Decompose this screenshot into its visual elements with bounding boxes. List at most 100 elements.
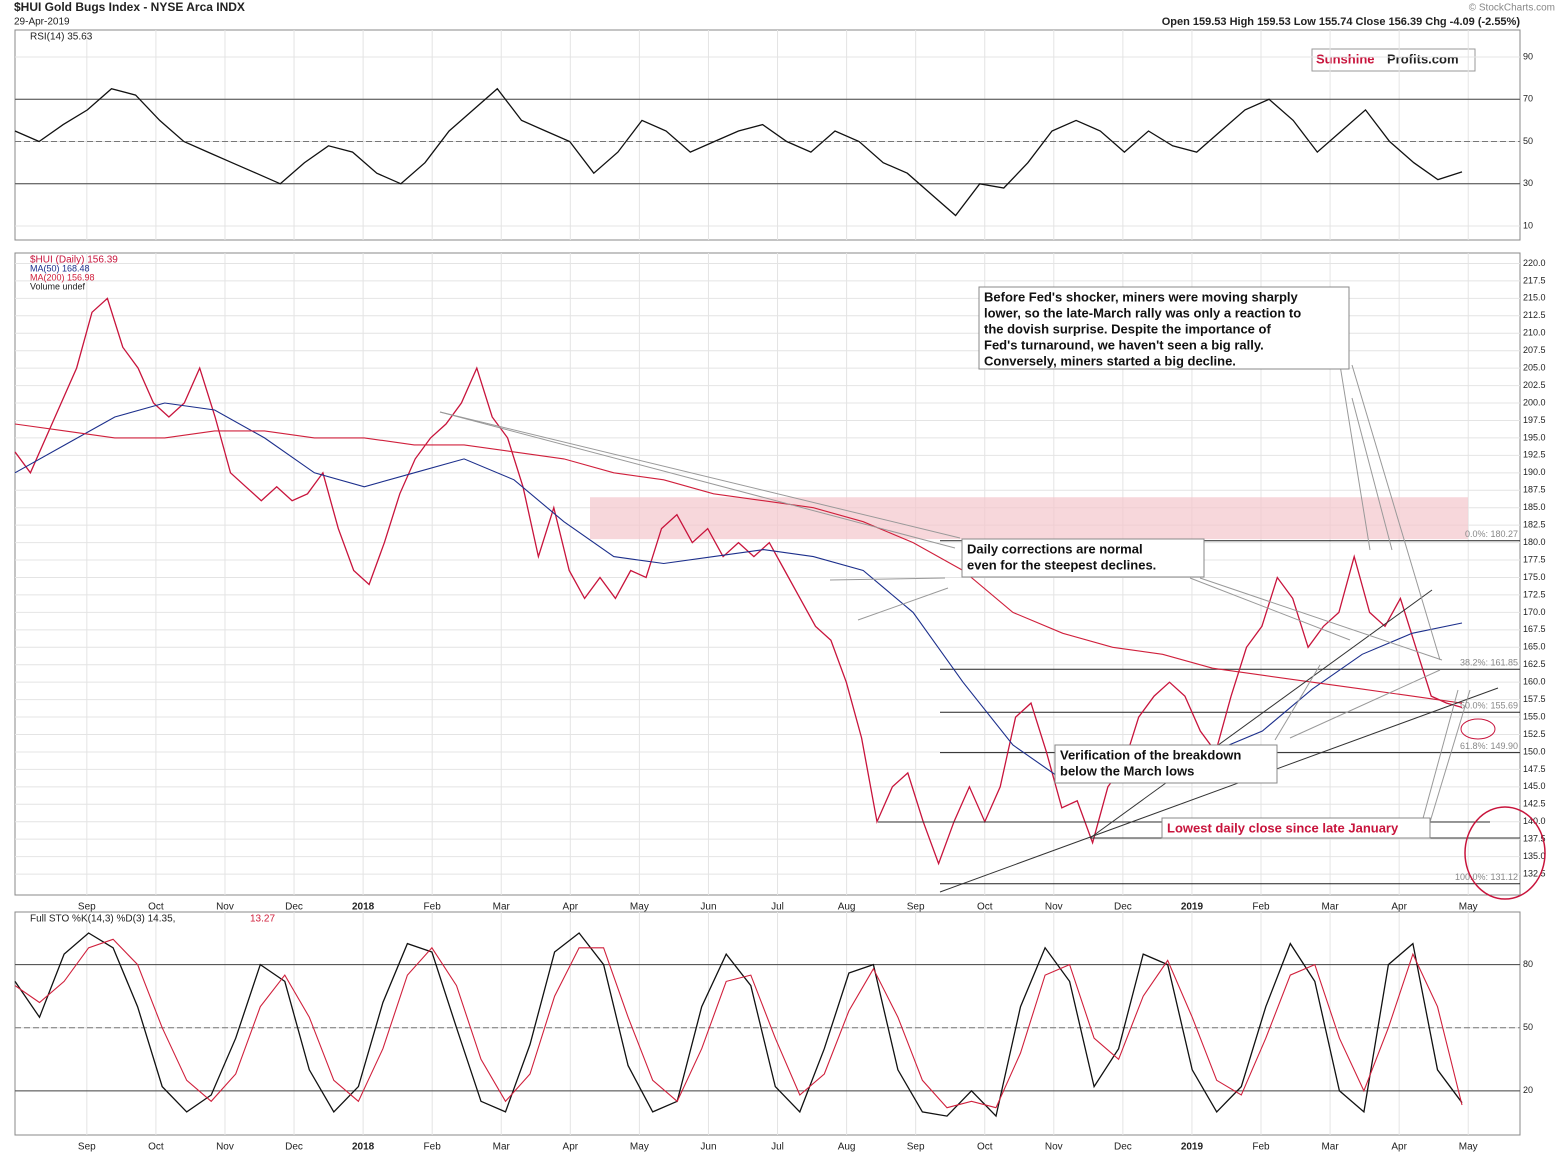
y-tick-label: 142.5: [1523, 799, 1546, 809]
x-tick-label: Dec: [285, 1142, 303, 1153]
quote: Open 159.53 High 159.53 Low 155.74 Close…: [1162, 16, 1521, 28]
y-tick-label: 150.0: [1523, 746, 1546, 756]
y-tick-label: 177.5: [1523, 554, 1546, 564]
date: 29-Apr-2019: [14, 17, 70, 28]
x-tick-label: 2018: [352, 902, 375, 913]
x-tick-label: May: [1459, 1142, 1478, 1153]
x-tick-label: Nov: [1045, 1142, 1063, 1153]
x-tick-label: Mar: [1321, 1142, 1339, 1153]
legend-entry: 13.27: [250, 914, 275, 925]
fib-label: 100.0%: 131.12: [1455, 872, 1518, 882]
y-tick-label: 187.5: [1523, 485, 1546, 495]
trend-line: [439, 411, 956, 549]
x-tick-label: May: [630, 902, 649, 913]
trend-line: [1289, 669, 1441, 739]
y-tick-label: 205.0: [1523, 363, 1546, 373]
trend-line: [1339, 364, 1371, 551]
x-tick-label: Sep: [78, 1142, 96, 1153]
fib-label: 0.0%: 180.27: [1465, 529, 1518, 539]
y-tick-label: 182.5: [1523, 520, 1546, 530]
x-tick-label: Aug: [838, 902, 856, 913]
annotation-text: Daily corrections are normal: [967, 541, 1143, 556]
trend-line: [829, 577, 946, 581]
y-tick-label: 217.5: [1523, 275, 1546, 285]
y-tick-label: 50: [1523, 136, 1533, 146]
trend-line: [1199, 577, 1443, 661]
y-tick-label: 147.5: [1523, 764, 1546, 774]
x-tick-label: Sep: [907, 1142, 925, 1153]
x-tick-label: Apr: [1391, 902, 1407, 913]
legend-entry: Full STO %K(14,3) %D(3) 14.35,: [30, 914, 175, 925]
trend-line: [1089, 589, 1433, 839]
y-tick-label: 167.5: [1523, 624, 1546, 634]
annotation-text: Conversely, miners started a big decline…: [984, 353, 1236, 368]
fib-label: 50.0%: 155.69: [1460, 701, 1518, 711]
panel-frame: [14, 911, 1521, 1136]
resistance-zone: [590, 497, 1468, 540]
fib-label: 61.8%: 149.90: [1460, 741, 1518, 751]
x-tick-label: Sep: [907, 902, 925, 913]
logo-box: [1311, 48, 1476, 72]
series-line: [14, 297, 1463, 866]
trend-line: [939, 687, 1499, 893]
y-tick-label: 197.5: [1523, 415, 1546, 425]
y-tick-label: 195.0: [1523, 432, 1546, 442]
y-tick-label: 135.0: [1523, 851, 1546, 861]
y-tick-label: 162.5: [1523, 659, 1546, 669]
credit: © StockCharts.com: [1469, 3, 1555, 14]
x-tick-label: Mar: [1321, 902, 1339, 913]
annotation-text: even for the steepest declines.: [967, 557, 1156, 572]
trend-line: [1351, 397, 1393, 551]
legend-entry: MA(50) 168.48: [30, 263, 90, 273]
series-line: [14, 932, 1463, 1118]
x-tick-label: Mar: [493, 902, 511, 913]
x-tick-label: Feb: [1252, 902, 1270, 913]
trend-line: [439, 411, 961, 539]
logo: Sunshine: [1316, 51, 1375, 66]
y-tick-label: 170.0: [1523, 607, 1546, 617]
x-tick-label: Sep: [78, 902, 96, 913]
trend-line: [1189, 577, 1351, 641]
y-tick-label: 30: [1523, 178, 1533, 188]
x-tick-label: Oct: [148, 902, 164, 913]
y-tick-label: 212.5: [1523, 310, 1546, 320]
x-tick-label: Feb: [1252, 1142, 1270, 1153]
y-tick-label: 207.5: [1523, 345, 1546, 355]
annotation-text: lower, so the late-March rally was only …: [984, 305, 1301, 320]
panel-frame: [14, 29, 1521, 241]
x-tick-label: Apr: [563, 902, 579, 913]
x-tick-label: Oct: [977, 902, 993, 913]
y-tick-label: 190.0: [1523, 467, 1546, 477]
y-tick-label: 172.5: [1523, 589, 1546, 599]
y-tick-label: 185.0: [1523, 502, 1546, 512]
legend-entry: MA(200) 156.98: [30, 272, 95, 282]
x-tick-label: Feb: [424, 902, 442, 913]
x-tick-label: Jul: [771, 902, 784, 913]
y-tick-label: 157.5: [1523, 694, 1546, 704]
x-tick-label: Dec: [285, 902, 303, 913]
annotation-box: [978, 286, 1350, 370]
y-tick-label: 90: [1523, 51, 1533, 61]
x-tick-label: Jun: [700, 902, 716, 913]
y-tick-label: 180.0: [1523, 537, 1546, 547]
trend-line: [1429, 689, 1471, 823]
fib-label: 38.2%: 161.85: [1460, 658, 1518, 668]
series-line: [14, 423, 1463, 704]
y-tick-label: 50: [1523, 1022, 1533, 1032]
annotation-text: Lowest daily close since late January: [1167, 820, 1399, 835]
x-tick-label: May: [630, 1142, 649, 1153]
x-tick-label: Mar: [493, 1142, 511, 1153]
title: $HUI Gold Bugs Index - NYSE Arca INDX: [14, 0, 245, 14]
y-tick-label: 202.5: [1523, 380, 1546, 390]
annotation-box: [1054, 744, 1278, 784]
trend-line: [1421, 689, 1459, 823]
x-tick-label: 2019: [1181, 1142, 1204, 1153]
y-tick-label: 160.0: [1523, 677, 1546, 687]
y-tick-label: 145.0: [1523, 781, 1546, 791]
y-tick-label: 10: [1523, 220, 1533, 230]
annotation-text: the dovish surprise. Despite the importa…: [984, 321, 1271, 336]
y-tick-label: 70: [1523, 94, 1533, 104]
legend-entry: $HUI (Daily) 156.39: [30, 255, 118, 266]
highlight: [1460, 718, 1496, 740]
